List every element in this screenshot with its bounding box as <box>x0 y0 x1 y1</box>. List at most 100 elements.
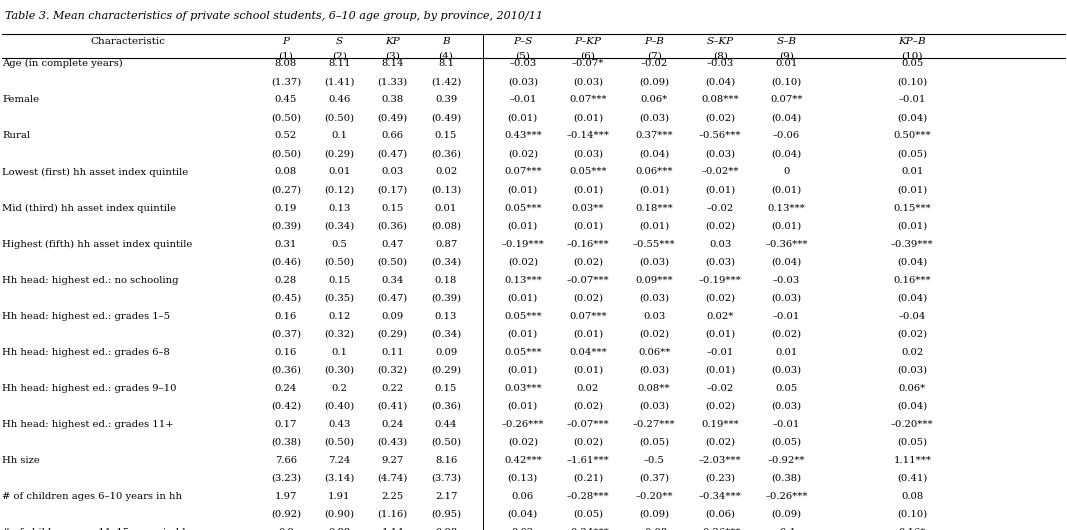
Text: –0.24***: –0.24*** <box>567 528 609 530</box>
Text: 0.17: 0.17 <box>275 420 297 429</box>
Text: 0.16: 0.16 <box>275 312 297 321</box>
Text: 0.15: 0.15 <box>382 204 403 213</box>
Text: (0.08): (0.08) <box>431 222 461 231</box>
Text: (0.21): (0.21) <box>573 474 603 483</box>
Text: (0.01): (0.01) <box>508 222 538 231</box>
Text: –0.5: –0.5 <box>643 456 665 465</box>
Text: (1.41): (1.41) <box>324 77 354 86</box>
Text: (0.05): (0.05) <box>897 149 927 158</box>
Text: 0.02: 0.02 <box>512 528 534 530</box>
Text: 0.44: 0.44 <box>434 420 458 429</box>
Text: (0.50): (0.50) <box>378 258 408 267</box>
Text: (0.36): (0.36) <box>271 366 301 375</box>
Text: 0.01: 0.01 <box>776 348 797 357</box>
Text: (0.02): (0.02) <box>508 258 538 267</box>
Text: 0.09: 0.09 <box>435 348 457 357</box>
Text: (0.29): (0.29) <box>431 366 461 375</box>
Text: (0.95): (0.95) <box>431 510 461 519</box>
Text: 8.1: 8.1 <box>439 59 453 68</box>
Text: S–B: S–B <box>777 37 796 46</box>
Text: (0.02): (0.02) <box>705 438 735 447</box>
Text: (0.03): (0.03) <box>705 258 735 267</box>
Text: Table 3. Mean characteristics of private school students, 6–10 age group, by pro: Table 3. Mean characteristics of private… <box>5 11 543 21</box>
Text: 0.15: 0.15 <box>435 131 457 140</box>
Text: (0.01): (0.01) <box>897 186 927 195</box>
Text: (0.05): (0.05) <box>639 438 669 447</box>
Text: (0.29): (0.29) <box>378 330 408 339</box>
Text: (0.03): (0.03) <box>897 366 927 375</box>
Text: (0.02): (0.02) <box>705 222 735 231</box>
Text: –0.01: –0.01 <box>898 95 926 104</box>
Text: 0.05***: 0.05*** <box>504 204 542 213</box>
Text: Hh head: highest ed.: grades 1–5: Hh head: highest ed.: grades 1–5 <box>2 312 171 321</box>
Text: 1.91: 1.91 <box>328 492 351 501</box>
Text: (0.02): (0.02) <box>705 402 735 411</box>
Text: 7.66: 7.66 <box>275 456 297 465</box>
Text: (0.05): (0.05) <box>897 438 927 447</box>
Text: –0.34***: –0.34*** <box>699 492 742 501</box>
Text: 0.08**: 0.08** <box>638 384 670 393</box>
Text: –0.01: –0.01 <box>706 348 734 357</box>
Text: 2.25: 2.25 <box>382 492 403 501</box>
Text: 0.18***: 0.18*** <box>635 204 673 213</box>
Text: Hh head: highest ed.: no schooling: Hh head: highest ed.: no schooling <box>2 276 178 285</box>
Text: Female: Female <box>2 95 39 104</box>
Text: (8): (8) <box>713 52 728 61</box>
Text: (0.03): (0.03) <box>508 77 538 86</box>
Text: (0.03): (0.03) <box>573 149 603 158</box>
Text: 7.24: 7.24 <box>329 456 350 465</box>
Text: Lowest (first) hh asset index quintile: Lowest (first) hh asset index quintile <box>2 167 189 176</box>
Text: 0.15: 0.15 <box>435 384 457 393</box>
Text: (0.01): (0.01) <box>573 330 603 339</box>
Text: 0.47: 0.47 <box>382 240 403 249</box>
Text: –0.92**: –0.92** <box>767 456 806 465</box>
Text: 0.87: 0.87 <box>435 240 457 249</box>
Text: –0.02: –0.02 <box>706 384 734 393</box>
Text: P: P <box>283 37 289 46</box>
Text: (0.01): (0.01) <box>508 330 538 339</box>
Text: –0.01: –0.01 <box>773 312 800 321</box>
Text: Hh head: highest ed.: grades 11+: Hh head: highest ed.: grades 11+ <box>2 420 174 429</box>
Text: 0.13***: 0.13*** <box>767 204 806 213</box>
Text: –0.03: –0.03 <box>706 59 734 68</box>
Text: –0.16***: –0.16*** <box>567 240 609 249</box>
Text: (0.04): (0.04) <box>897 294 927 303</box>
Text: –0.56***: –0.56*** <box>699 131 742 140</box>
Text: 2.17: 2.17 <box>435 492 457 501</box>
Text: (0.10): (0.10) <box>897 77 927 86</box>
Text: 0.88: 0.88 <box>329 528 350 530</box>
Text: 0.01: 0.01 <box>902 167 923 176</box>
Text: 0.18: 0.18 <box>435 276 457 285</box>
Text: 0.13***: 0.13*** <box>504 276 542 285</box>
Text: (0.50): (0.50) <box>271 113 301 122</box>
Text: 0.07**: 0.07** <box>770 95 802 104</box>
Text: (0.36): (0.36) <box>431 402 461 411</box>
Text: 8.14: 8.14 <box>381 59 404 68</box>
Text: 0.03: 0.03 <box>643 312 665 321</box>
Text: # of children ages 6–10 years in hh: # of children ages 6–10 years in hh <box>2 492 182 501</box>
Text: (0.01): (0.01) <box>508 366 538 375</box>
Text: (0.92): (0.92) <box>271 510 301 519</box>
Text: (0.12): (0.12) <box>324 186 354 195</box>
Text: 0.05***: 0.05*** <box>504 312 542 321</box>
Text: (0.04): (0.04) <box>705 77 735 86</box>
Text: (7): (7) <box>647 52 662 61</box>
Text: (1.33): (1.33) <box>378 77 408 86</box>
Text: (0.02): (0.02) <box>573 438 603 447</box>
Text: (0.01): (0.01) <box>639 186 669 195</box>
Text: –0.02**: –0.02** <box>701 167 739 176</box>
Text: 0.03***: 0.03*** <box>504 384 542 393</box>
Text: (0.32): (0.32) <box>324 330 354 339</box>
Text: 0.07***: 0.07*** <box>569 95 607 104</box>
Text: (4): (4) <box>439 52 453 61</box>
Text: –0.1: –0.1 <box>776 528 797 530</box>
Text: 0.43: 0.43 <box>329 420 350 429</box>
Text: (0.01): (0.01) <box>705 186 735 195</box>
Text: –0.02: –0.02 <box>706 204 734 213</box>
Text: P–KP: P–KP <box>574 37 602 46</box>
Text: Hh head: highest ed.: grades 9–10: Hh head: highest ed.: grades 9–10 <box>2 384 177 393</box>
Text: 0.09***: 0.09*** <box>635 276 673 285</box>
Text: 0.43***: 0.43*** <box>504 131 542 140</box>
Text: –0.19***: –0.19*** <box>501 240 544 249</box>
Text: –0.01: –0.01 <box>509 95 537 104</box>
